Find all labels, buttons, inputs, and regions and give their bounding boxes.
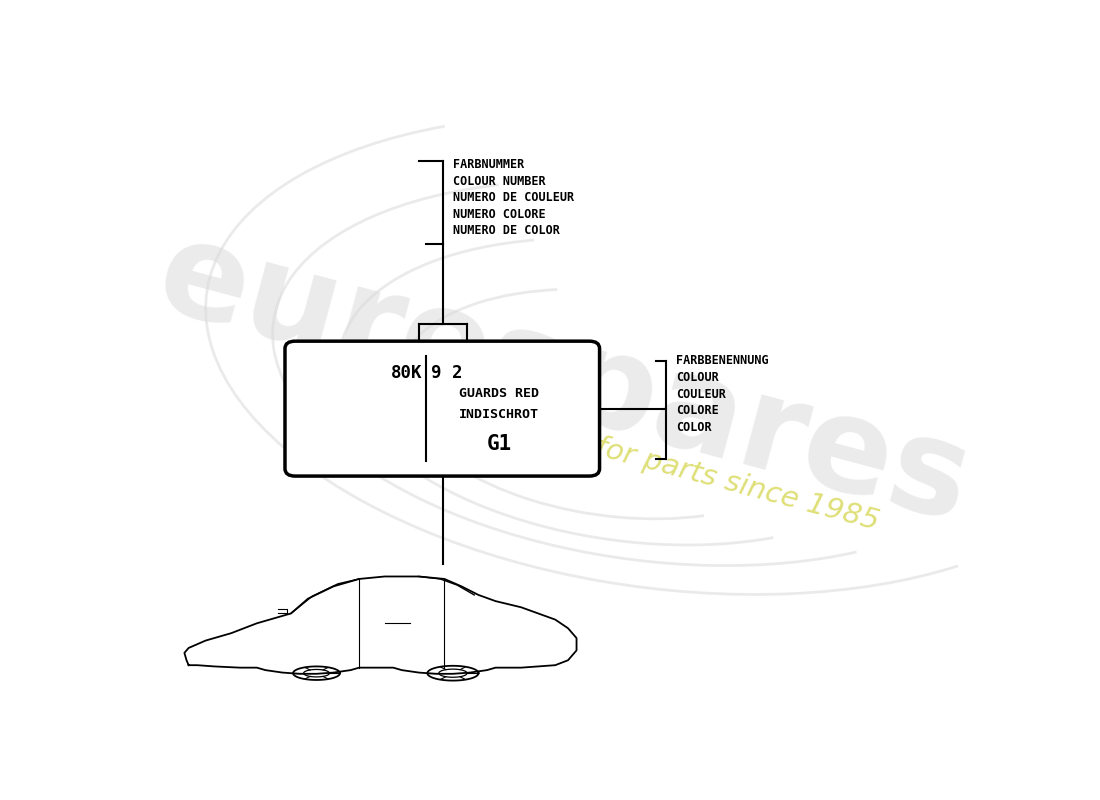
Text: G1: G1 <box>486 434 512 454</box>
Text: NUMERO COLORE: NUMERO COLORE <box>453 208 546 221</box>
FancyBboxPatch shape <box>285 341 600 476</box>
Text: 80K: 80K <box>390 364 422 382</box>
Text: COLOR: COLOR <box>676 421 712 434</box>
Text: COLOUR: COLOUR <box>676 371 719 384</box>
Text: a passion for parts since 1985: a passion for parts since 1985 <box>450 395 882 536</box>
Text: COLORE: COLORE <box>676 404 719 418</box>
Text: GUARDS RED: GUARDS RED <box>459 386 539 400</box>
Text: FARBNUMMER: FARBNUMMER <box>453 158 525 171</box>
Text: INDISCHROT: INDISCHROT <box>459 408 539 422</box>
Text: 9 2: 9 2 <box>431 364 462 382</box>
Text: NUMERO DE COLOR: NUMERO DE COLOR <box>453 225 560 238</box>
Text: eurospares: eurospares <box>144 210 983 549</box>
Text: COLOUR NUMBER: COLOUR NUMBER <box>453 174 546 187</box>
Text: COULEUR: COULEUR <box>676 388 726 401</box>
Text: NUMERO DE COULEUR: NUMERO DE COULEUR <box>453 191 574 204</box>
Text: FARBBENENNUNG: FARBBENENNUNG <box>676 354 769 367</box>
